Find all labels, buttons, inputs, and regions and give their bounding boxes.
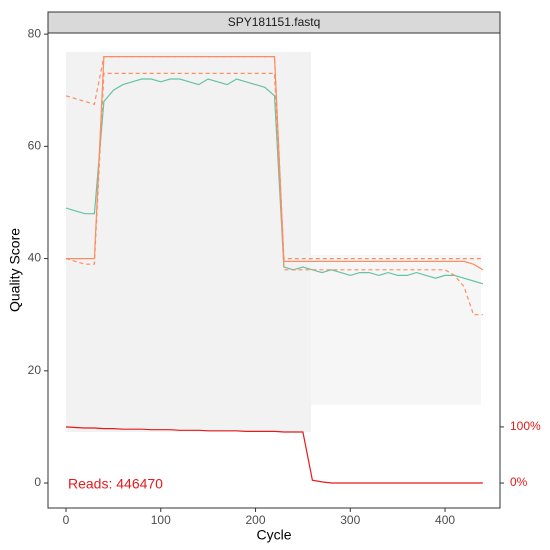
panel	[47, 32, 501, 509]
x-tick-label: 200	[246, 513, 266, 527]
y-tick-label: 60	[28, 139, 42, 153]
y-axis-label: Quality Score	[7, 228, 23, 312]
series-line	[65, 72, 483, 316]
x-tick-label: 0	[63, 513, 70, 527]
series-line	[65, 55, 483, 260]
x-tick-label: 100	[151, 513, 171, 527]
heatmap-background	[311, 255, 481, 405]
y-tick-label: 80	[28, 26, 42, 40]
x-tick-label: 400	[435, 513, 455, 527]
y-tick-label: 0	[34, 475, 41, 489]
series-line	[65, 78, 484, 285]
heatmap-background	[66, 52, 311, 432]
chart-title: SPY181151.fastq	[228, 15, 321, 29]
annotation: Reads: 446470	[68, 476, 163, 492]
y2-tick-label: 100%	[510, 419, 541, 433]
x-tick-label: 300	[340, 513, 360, 527]
x-axis-label: Cycle	[256, 527, 291, 543]
y-tick-label: 40	[28, 251, 42, 265]
series-line	[65, 426, 483, 484]
y2-tick-label: 0%	[510, 475, 528, 489]
y-tick-label: 20	[28, 363, 42, 377]
